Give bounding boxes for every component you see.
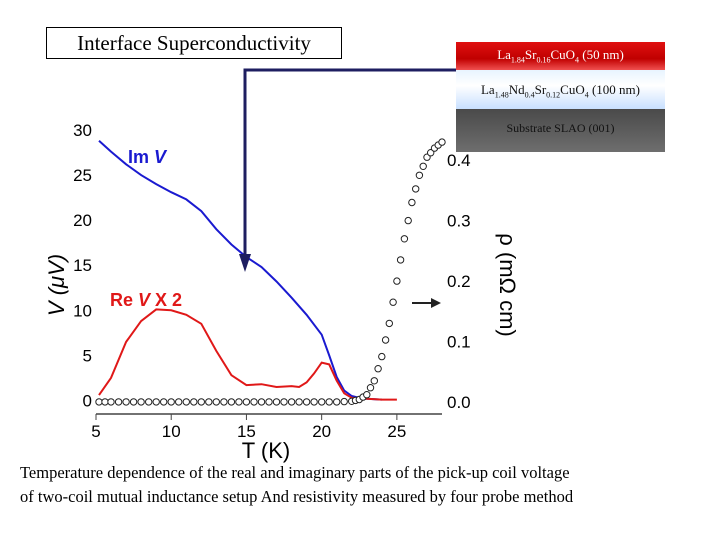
y-tick-label: 20: [73, 211, 92, 230]
y2-tick-label: 0.2: [447, 272, 471, 291]
layer-lsco: La1.84Sr0.16CuO4 (50 nm): [456, 42, 665, 70]
resistivity-point: [227, 398, 236, 406]
resistivity-point: [242, 398, 251, 406]
resistivity-point: [340, 397, 348, 406]
resistivity-point: [295, 398, 303, 406]
resistivity-point: [393, 277, 401, 285]
resistivity-point: [374, 365, 382, 373]
resistivity-point: [302, 398, 311, 406]
layer-lnsco-label: La1.48Nd0.4Sr0.12CuO4 (100 nm): [480, 82, 640, 100]
y-tick-label: 25: [73, 166, 92, 185]
resistivity-point: [182, 398, 191, 406]
resistivity-point: [107, 398, 115, 406]
y-tick-label: 5: [83, 346, 92, 365]
x-tick-label: 20: [312, 422, 331, 441]
x-tick-label: 5: [91, 422, 100, 441]
resistivity-point: [310, 398, 318, 406]
resistivity-point: [257, 398, 266, 406]
resistivity-point: [175, 398, 183, 406]
resistivity-axis-arrowhead: [431, 298, 441, 308]
layer-lsco-label: La1.84Sr0.16CuO4 (50 nm): [497, 47, 624, 65]
resistivity-point: [145, 398, 153, 406]
resistivity-point: [265, 398, 273, 406]
caption-line-2: of two-coil mutual inductance setup And …: [20, 487, 574, 506]
resistivity-series: [95, 138, 446, 406]
y-tick-label: 30: [73, 121, 92, 140]
annotation-arrows: [239, 68, 456, 308]
resistivity-point: [363, 391, 371, 399]
y2-axis-title: ρ (mΩ cm): [495, 233, 520, 337]
re-v-series-line: [98, 308, 397, 401]
resistivity-point: [438, 138, 446, 146]
y-axis-title: V (μV): [44, 254, 69, 316]
resistivity-point: [152, 398, 160, 406]
resistivity-point: [287, 398, 296, 406]
layer-stack-diagram: La1.84Sr0.16CuO4 (50 nm) La1.48Nd0.4Sr0.…: [456, 42, 665, 152]
resistivity-point: [160, 398, 168, 406]
resistivity-point: [212, 398, 221, 406]
resistivity-point: [190, 398, 198, 406]
resistivity-point: [197, 398, 206, 406]
resistivity-point: [333, 398, 341, 406]
x-axis-title: T (K): [242, 438, 290, 463]
resistivity-point: [114, 398, 123, 406]
resistivity-point: [385, 319, 393, 328]
im-series-label: Im V: [128, 147, 168, 167]
resistivity-point: [272, 398, 281, 406]
x-tick-label: 15: [237, 422, 256, 441]
resistivity-point: [415, 171, 424, 180]
y-tick-label: 0: [83, 391, 92, 410]
figure-caption: Temperature dependence of the real and i…: [20, 461, 710, 509]
resistivity-point: [167, 398, 175, 406]
layer-pointer-arrowhead: [239, 254, 251, 272]
x-tick-label: 25: [387, 422, 406, 441]
resistivity-point: [419, 162, 427, 171]
resistivity-point: [412, 185, 420, 193]
x-tick-label: 10: [162, 422, 181, 441]
resistivity-point: [205, 398, 213, 406]
title-box: Interface Superconductivity: [46, 27, 342, 59]
resistivity-point: [389, 298, 397, 306]
y-tick-label: 15: [73, 256, 92, 275]
resistivity-point: [101, 398, 109, 406]
resistivity-point: [280, 398, 288, 406]
resistivity-point: [404, 216, 412, 225]
caption-line-1: Temperature dependence of the real and i…: [20, 463, 570, 482]
resistivity-point: [220, 398, 228, 406]
y2-tick-label: 0.4: [447, 151, 471, 170]
resistivity-point: [408, 198, 416, 207]
resistivity-point: [129, 398, 138, 406]
y2-tick-label: 0.1: [447, 332, 471, 351]
y-tick-label: 10: [73, 301, 92, 320]
layer-pointer-arrow: [243, 68, 456, 258]
im-v-series-line: [98, 140, 382, 401]
resistivity-point: [250, 398, 258, 406]
resistivity-point: [378, 352, 386, 361]
re-series-label: Re V X 2: [110, 290, 182, 310]
title-text: Interface Superconductivity: [77, 31, 311, 55]
resistivity-point: [325, 398, 333, 406]
resistivity-point: [235, 398, 243, 406]
resistivity-point: [137, 398, 145, 406]
resistivity-point: [318, 398, 326, 406]
resistivity-point: [381, 336, 390, 344]
layer-substrate: Substrate SLAO (001): [456, 109, 665, 152]
resistivity-point: [400, 235, 409, 243]
resistivity-point: [396, 256, 405, 264]
layer-substrate-label: Substrate SLAO (001): [506, 121, 615, 135]
layer-lnsco: La1.48Nd0.4Sr0.12CuO4 (100 nm): [456, 70, 665, 109]
y2-tick-label: 0.3: [447, 212, 471, 231]
resistivity-point: [366, 384, 375, 392]
y2-tick-label: 0.0: [447, 393, 471, 412]
resistivity-point: [95, 398, 103, 406]
resistivity-point: [427, 149, 435, 157]
resistivity-point: [122, 398, 130, 406]
resistivity-point: [370, 377, 378, 385]
